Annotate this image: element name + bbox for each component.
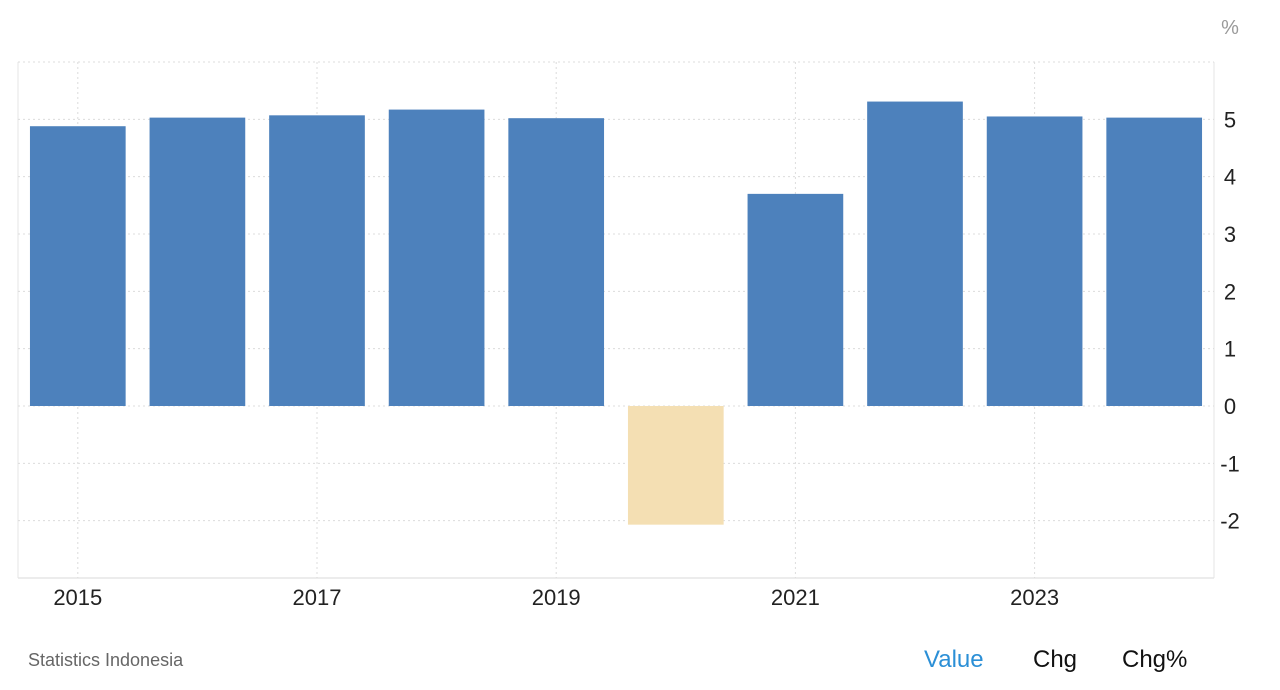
x-tick-label: 2019 (532, 585, 581, 610)
x-tick-label: 2017 (293, 585, 342, 610)
tab-chg-percent[interactable]: Chg% (1122, 646, 1188, 673)
bar-2016[interactable] (149, 117, 246, 406)
x-axis-ticks: 2015 2017 2019 2021 2023 (53, 585, 1059, 610)
x-tick-label: 2015 (53, 585, 102, 610)
bar-2024[interactable] (1106, 117, 1203, 406)
data-source-label: Statistics Indonesia (28, 650, 184, 670)
tab-value[interactable]: Value (924, 646, 984, 673)
bar-2023[interactable] (986, 116, 1083, 406)
bar-2021[interactable] (747, 193, 844, 406)
bar-2015[interactable] (29, 126, 126, 407)
y-tick-label: -1 (1220, 451, 1240, 476)
x-tick-label: 2023 (1010, 585, 1059, 610)
y-tick-label: 3 (1224, 222, 1236, 247)
y-tick-label: 0 (1224, 394, 1236, 419)
bar-2019[interactable] (508, 118, 605, 406)
y-axis-ticks: -2 -1 0 1 2 3 4 5 (1220, 107, 1240, 533)
y-axis-unit-label: % (1221, 17, 1239, 39)
x-tick-label: 2021 (771, 585, 820, 610)
tab-chg[interactable]: Chg (1033, 646, 1078, 673)
y-tick-label: 2 (1224, 279, 1236, 304)
view-tabs: Value Chg Chg% (0, 646, 1280, 680)
bar-chart: -2 -1 0 1 2 3 4 5 2015 2017 2019 2021 2023 % (17, 17, 1240, 610)
bar-2018[interactable] (388, 109, 485, 406)
bar-2020[interactable] (627, 406, 724, 525)
y-tick-label: 1 (1224, 337, 1236, 362)
bars (29, 101, 1203, 525)
y-tick-label: 5 (1224, 107, 1236, 132)
bar-2017[interactable] (269, 115, 365, 406)
y-tick-label: -2 (1220, 509, 1240, 534)
bar-2022[interactable] (867, 101, 963, 406)
y-tick-label: 4 (1224, 165, 1236, 190)
